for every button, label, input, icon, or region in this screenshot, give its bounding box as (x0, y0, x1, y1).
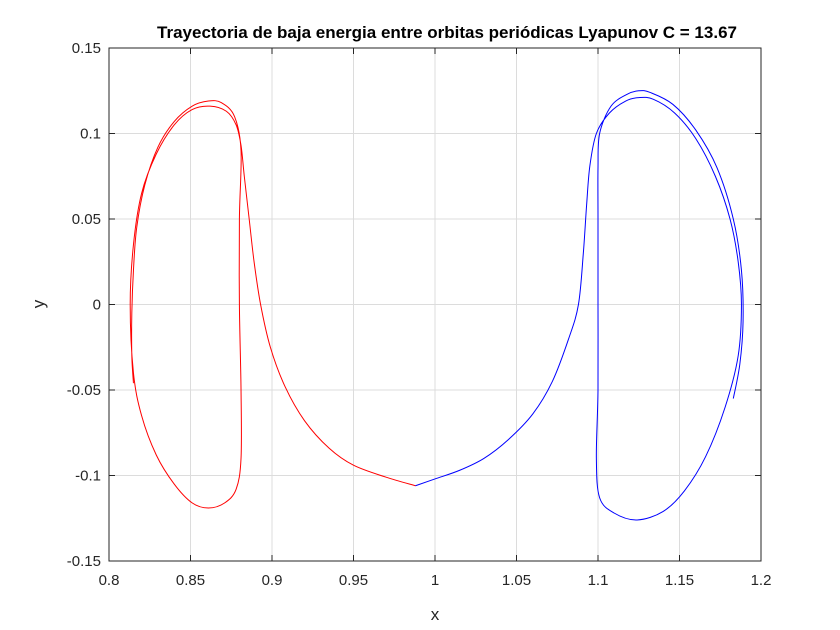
x-tick-label: 0.85 (176, 572, 205, 589)
y-tick-label: -0.1 (75, 468, 101, 485)
chart-title: Trayectoria de baja energia entre orbita… (157, 23, 737, 42)
x-tick-label: 1.1 (588, 572, 609, 589)
x-tick-labels: 0.8 0.85 0.9 0.95 1 1.05 1.1 1.15 1.2 (99, 572, 772, 589)
x-tick-label: 0.95 (339, 572, 368, 589)
x-tick-label: 0.8 (99, 572, 120, 589)
y-tick-labels: -0.15 -0.1 -0.05 0 0.05 0.1 0.15 (67, 40, 101, 570)
y-tick-label: -0.15 (67, 553, 101, 570)
x-tick-label: 1.15 (665, 572, 694, 589)
y-tick-label: -0.05 (67, 382, 101, 399)
x-tick-label: 1.05 (502, 572, 531, 589)
series-line-1 (129, 100, 416, 509)
y-tick-label: 0.15 (72, 40, 101, 57)
x-tick-label: 0.9 (262, 572, 283, 589)
y-tick-label: 0.05 (72, 211, 101, 228)
ticks (108, 47, 762, 562)
x-axis-label: x (431, 605, 440, 624)
grid (108, 47, 762, 562)
y-axis-label: y (29, 299, 48, 308)
y-tick-label: 0 (93, 297, 101, 314)
x-tick-label: 1 (431, 572, 439, 589)
series-line-2 (415, 90, 744, 521)
plot-series (129, 90, 744, 521)
x-tick-label: 1.2 (751, 572, 772, 589)
y-tick-label: 0.1 (80, 126, 101, 143)
